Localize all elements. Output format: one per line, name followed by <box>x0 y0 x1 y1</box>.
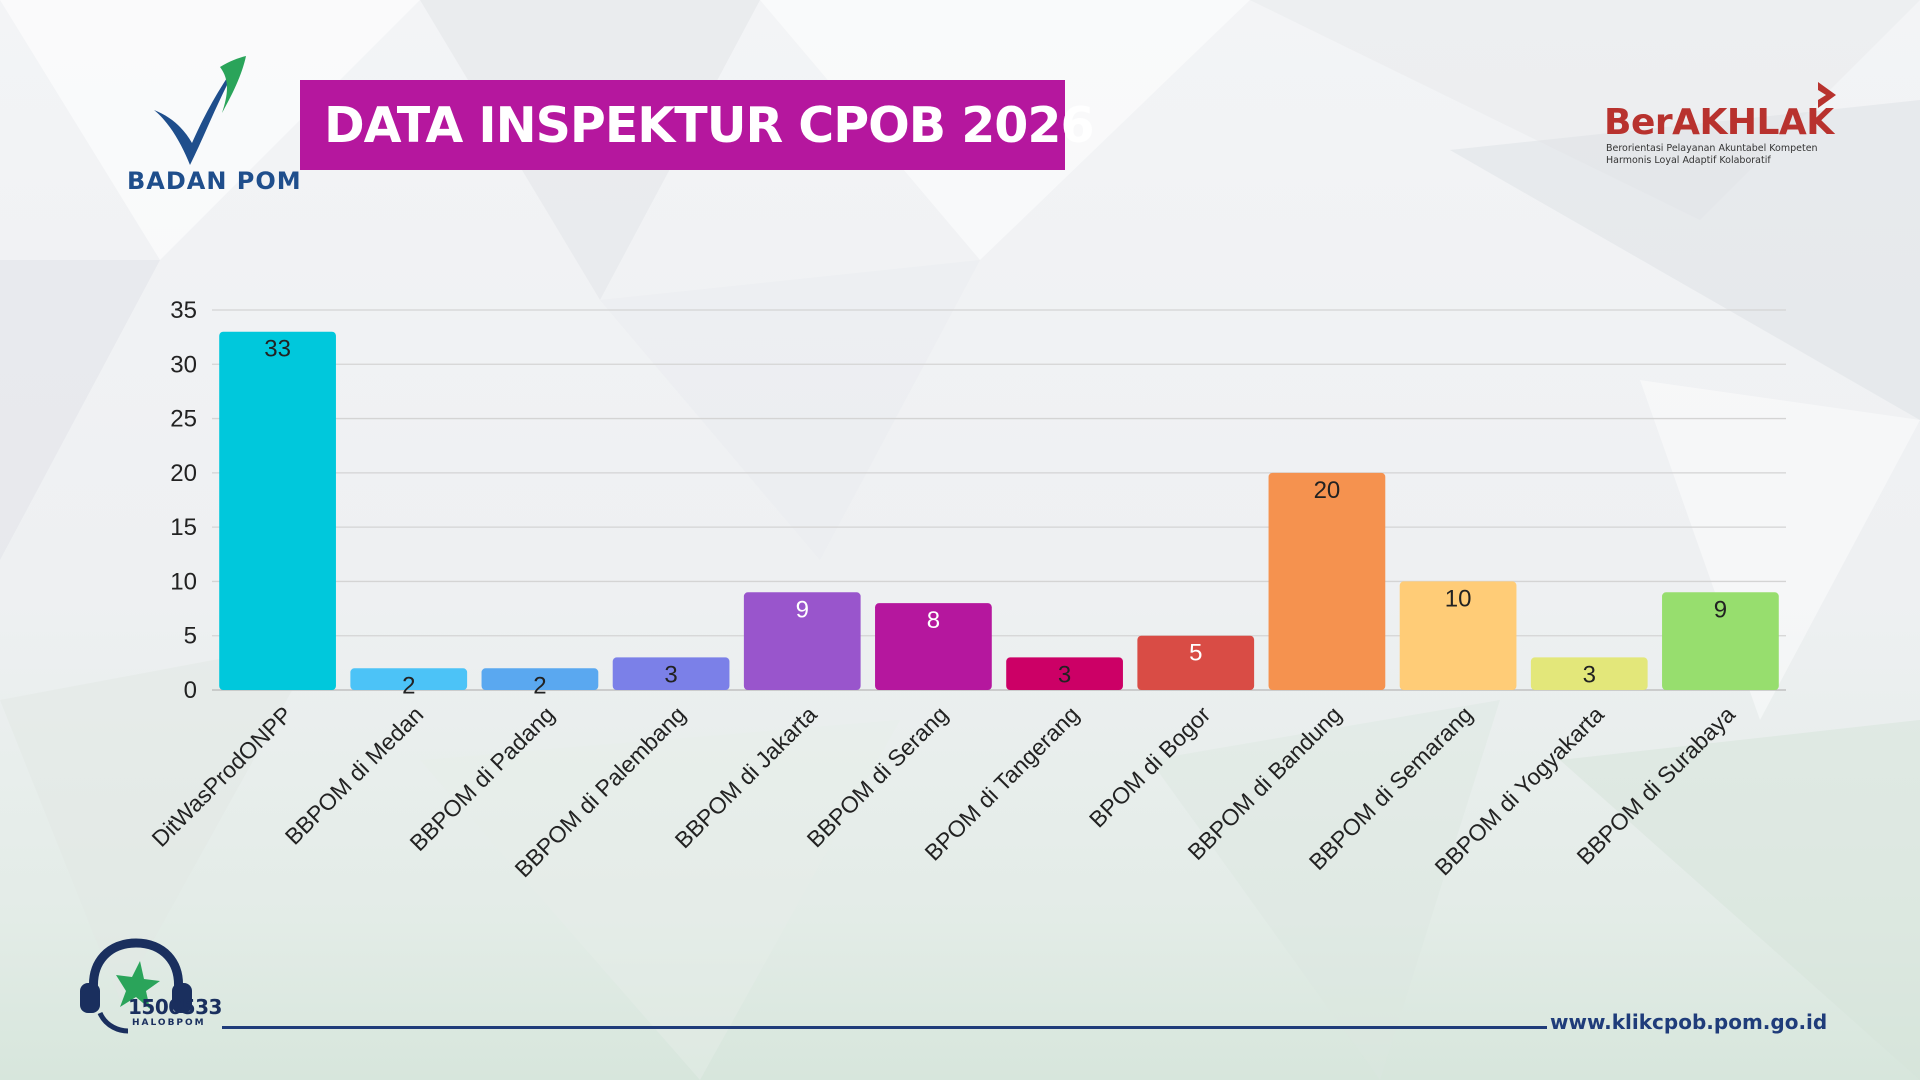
bar <box>350 668 468 690</box>
data-label: 3 <box>664 661 677 688</box>
bar <box>1662 592 1779 690</box>
y-tick-label: 35 <box>170 297 197 324</box>
badan-pom-check-icon <box>154 56 246 165</box>
bar <box>1530 657 1648 690</box>
data-label: 10 <box>1445 585 1472 612</box>
bar <box>1137 635 1255 690</box>
y-axis-ticks: 0 5 10 15 20 25 30 35 <box>170 297 197 704</box>
bar <box>481 668 599 690</box>
hotline-number: 1500533 <box>128 995 222 1019</box>
x-tick-label: BBPOM di Padang <box>405 701 560 856</box>
bar <box>1399 581 1517 690</box>
data-label: 2 <box>533 672 546 699</box>
footer-divider <box>222 1026 1547 1029</box>
y-tick-label: 10 <box>170 568 197 595</box>
halo-bpom-logo: 1500533 HALOBPOM <box>76 935 236 1035</box>
data-label: 3 <box>1583 661 1596 688</box>
footer-url-link[interactable]: www.klikcpob.pom.go.id <box>1550 1010 1828 1034</box>
data-label: 33 <box>264 336 291 363</box>
data-labels: 33 2 2 3 9 8 3 5 20 10 3 9 <box>264 336 1727 700</box>
y-tick-label: 20 <box>170 460 197 487</box>
x-tick-label: BBPOM di Jakarta <box>670 701 822 853</box>
x-tick-label: BBPOM di Serang <box>802 701 953 852</box>
data-label: 8 <box>927 607 940 634</box>
x-tick-label: DitWasProdONPP <box>146 701 297 852</box>
gridlines <box>212 309 1786 691</box>
y-tick-label: 25 <box>170 406 197 433</box>
x-tick-label: BPOM di Bogor <box>1084 701 1216 833</box>
bar <box>743 592 861 690</box>
page-title: DATA INSPEKTUR CPOB 2026 <box>324 96 1095 154</box>
bar <box>1006 657 1123 690</box>
title-banner: DATA INSPEKTUR CPOB 2026 <box>300 80 1095 170</box>
badan-pom-logo: BADAN POM <box>120 55 301 195</box>
y-tick-label: 5 <box>184 623 197 650</box>
berakhlak-wordmark: BerAKHLAK <box>1604 102 1834 143</box>
berakhlak-tagline-1: Berorientasi Pelayanan Akuntabel Kompete… <box>1606 143 1818 154</box>
y-tick-label: 15 <box>170 514 197 541</box>
data-label: 5 <box>1189 640 1202 667</box>
bar <box>875 603 992 690</box>
data-label: 9 <box>1714 596 1727 623</box>
data-label: 9 <box>796 596 809 623</box>
berakhlak-logo: BerAKHLAK Berorientasi Pelayanan Akuntab… <box>1604 80 1854 170</box>
bars <box>219 331 1779 690</box>
x-tick-label: BBPOM di Medan <box>280 701 429 850</box>
data-label: 3 <box>1058 661 1071 688</box>
headset-icon <box>80 938 192 1034</box>
chevron-right-icon <box>1818 82 1836 108</box>
hotline-label: HALOBPOM <box>132 1018 206 1028</box>
data-label: 20 <box>1314 477 1341 504</box>
bar <box>219 331 336 690</box>
berakhlak-tagline-2: Harmonis Loyal Adaptif Kolaboratif <box>1606 155 1771 166</box>
bar <box>612 657 730 690</box>
bar <box>1268 472 1386 690</box>
data-label: 2 <box>402 672 415 699</box>
badan-pom-logo-text: BADAN POM <box>127 167 302 195</box>
y-tick-label: 0 <box>184 677 197 704</box>
y-tick-label: 30 <box>170 351 197 378</box>
